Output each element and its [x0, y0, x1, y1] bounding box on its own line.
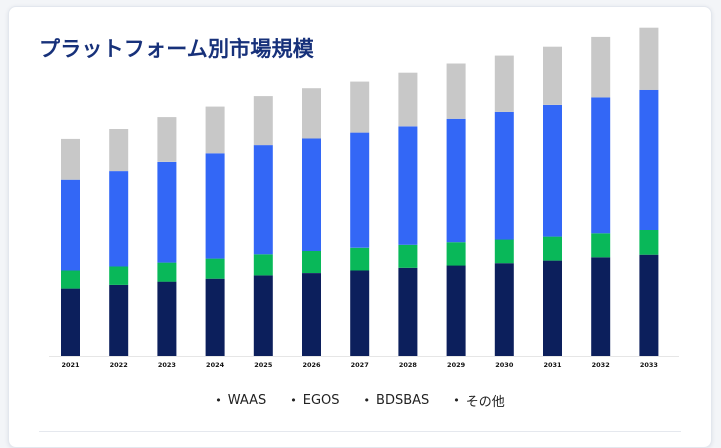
- bar-segment-その他-2032: [591, 36, 611, 98]
- bar-segment-その他-2028: [398, 72, 418, 127]
- x-tick-label: 2023: [158, 361, 176, 369]
- bar-segment-WAAS-2033: [639, 254, 659, 356]
- bar-segment-EGOS-2024: [205, 258, 225, 279]
- bar-segment-その他-2026: [302, 88, 321, 139]
- bar-segment-BDSBAS-2025: [253, 145, 273, 255]
- legend-label: BDSBAS: [376, 392, 430, 408]
- bar-segment-BDSBAS-2024: [205, 153, 225, 259]
- bar-segment-その他-2024: [205, 106, 225, 154]
- x-tick-label: 2029: [447, 361, 466, 369]
- bar-segment-BDSBAS-2027: [350, 132, 370, 248]
- bar-segment-BDSBAS-2031: [543, 105, 562, 237]
- x-tick-label: 2030: [495, 361, 514, 369]
- legend-label: EGOS: [302, 392, 340, 408]
- x-tick-label: 2022: [110, 361, 128, 369]
- bar-segment-EGOS-2030: [494, 239, 514, 264]
- stacked-bar-chart: 2021 2022 2023 2024 2025 2026 2027 2028 2029 2030…: [49, 27, 679, 369]
- bar-segment-EGOS-2021: [61, 270, 80, 289]
- bar-segment-WAAS-2030: [494, 263, 514, 356]
- bar-segment-EGOS-2026: [302, 251, 321, 273]
- bar-segment-EGOS-2022: [109, 266, 129, 285]
- x-tick-label: 2026: [302, 361, 321, 369]
- legend-item: • WAAS: [215, 390, 266, 410]
- bar-segment-WAAS-2027: [350, 270, 370, 356]
- bar-segment-EGOS-2023: [157, 262, 177, 282]
- bar-segment-BDSBAS-2026: [302, 138, 321, 251]
- bar-segment-その他-2027: [350, 81, 370, 133]
- divider: [39, 431, 681, 432]
- bar-segment-その他-2029: [446, 63, 466, 119]
- bar-segment-WAAS-2023: [157, 281, 177, 356]
- legend-bullet-icon: •: [453, 393, 460, 407]
- legend-item: • BDSBAS: [364, 390, 430, 410]
- bar-segment-WAAS-2024: [205, 278, 225, 356]
- bar-segment-BDSBAS-2029: [446, 118, 466, 243]
- bar-segment-その他-2030: [494, 55, 514, 112]
- bar-segment-EGOS-2025: [253, 254, 273, 276]
- bar-segment-BDSBAS-2028: [398, 126, 418, 245]
- bar-segment-EGOS-2027: [350, 247, 370, 271]
- bar-segment-WAAS-2021: [61, 288, 80, 356]
- x-tick-label: 2025: [254, 361, 273, 369]
- bar-segment-WAAS-2031: [543, 260, 562, 356]
- bar-segment-EGOS-2028: [398, 244, 418, 268]
- bar-segment-WAAS-2032: [591, 257, 611, 356]
- bar-segment-その他-2022: [109, 129, 129, 172]
- x-tick-label: 2032: [592, 361, 610, 369]
- x-tick-label: 2027: [351, 361, 369, 369]
- bar-segment-EGOS-2033: [639, 230, 659, 255]
- chart-title: プラットフォーム別市場規模: [39, 37, 314, 61]
- bar-segment-WAAS-2029: [446, 265, 466, 356]
- chart-legend: • WAAS • EGOS • BDSBAS • その他: [9, 390, 711, 410]
- legend-bullet-icon: •: [215, 393, 222, 407]
- bar-segment-その他-2021: [61, 138, 80, 180]
- x-tick-label: 2021: [61, 361, 80, 369]
- chart-card: プラットフォーム別市場規模 2021 2022 2023 2024 2025 2026 20…: [8, 6, 712, 448]
- bar-segment-WAAS-2022: [109, 284, 129, 356]
- bar-segment-BDSBAS-2021: [61, 179, 80, 271]
- bar-segment-BDSBAS-2030: [494, 111, 514, 240]
- x-tick-label: 2031: [543, 361, 562, 369]
- bar-segment-WAAS-2025: [253, 275, 273, 356]
- bar-segment-BDSBAS-2023: [157, 161, 177, 263]
- bar-segment-その他-2023: [157, 117, 177, 162]
- x-tick-label: 2033: [640, 361, 658, 369]
- bar-segment-EGOS-2029: [446, 242, 466, 266]
- bar-segment-BDSBAS-2033: [639, 89, 659, 230]
- bar-segment-BDSBAS-2032: [591, 97, 611, 234]
- x-tick-label: 2024: [206, 361, 225, 369]
- bar-segment-その他-2033: [639, 27, 659, 90]
- bar-segment-EGOS-2031: [543, 236, 562, 261]
- x-tick-label: 2028: [399, 361, 418, 369]
- legend-item: • EGOS: [290, 390, 339, 410]
- bar-segment-WAAS-2028: [398, 267, 418, 356]
- bar-segment-EGOS-2032: [591, 233, 611, 258]
- bar-segment-BDSBAS-2022: [109, 171, 129, 267]
- legend-label: WAAS: [227, 392, 267, 408]
- bar-segment-その他-2031: [543, 46, 562, 105]
- legend-label: その他: [465, 394, 505, 410]
- bar-segment-その他-2025: [253, 96, 273, 146]
- legend-bullet-icon: •: [290, 393, 297, 407]
- legend-bullet-icon: •: [363, 393, 371, 407]
- bar-segment-WAAS-2026: [302, 273, 321, 356]
- legend-item: • その他: [453, 390, 505, 410]
